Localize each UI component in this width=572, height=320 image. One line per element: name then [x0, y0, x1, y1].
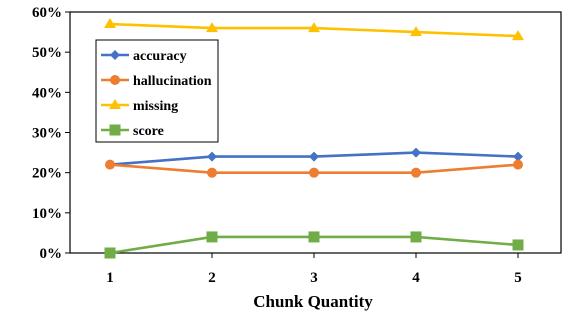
series-hallucination: [105, 159, 523, 178]
y-tick-label: 30%: [32, 126, 62, 142]
y-axis: 0% 10% 20% 30% 40% 50% 60%: [32, 5, 70, 262]
y-tick-label: 0%: [40, 246, 63, 262]
legend-label: score: [133, 124, 164, 139]
series-score: [104, 231, 524, 259]
legend-item-hallucination: hallucination: [101, 74, 212, 89]
y-tick-label: 50%: [32, 45, 62, 61]
data-point-missing: [104, 18, 116, 29]
y-tick-label: 10%: [32, 206, 62, 222]
y-tick-label: 60%: [32, 5, 62, 21]
data-point-score: [410, 231, 422, 243]
x-axis: 1 2 3 4 5: [106, 253, 522, 286]
x-axis-title: Chunk Quantity: [253, 292, 373, 311]
legend-swatch-marker: [109, 99, 121, 109]
data-point-hallucination: [309, 167, 319, 178]
y-tick-label: 20%: [32, 166, 62, 182]
series-layer: [104, 18, 524, 259]
legend-swatch-marker: [110, 50, 120, 60]
legend-swatch-marker: [110, 75, 120, 85]
legend-label: missing: [133, 99, 178, 114]
legend-item-accuracy: accuracy: [101, 49, 187, 64]
data-point-missing: [410, 26, 422, 37]
legend-label: accuracy: [133, 49, 187, 64]
legend-item-missing: missing: [101, 99, 178, 114]
series-accuracy: [105, 147, 523, 170]
data-point-accuracy: [207, 151, 217, 162]
data-point-missing: [512, 30, 524, 41]
legend-label: hallucination: [133, 74, 212, 89]
data-point-hallucination: [105, 159, 115, 170]
x-tick-label: 3: [310, 270, 318, 286]
data-point-accuracy: [513, 151, 523, 162]
x-tick-label: 4: [412, 270, 420, 286]
x-tick-label: 5: [514, 270, 522, 286]
legend: accuracy hallucination missing score: [95, 39, 219, 143]
data-point-missing: [206, 22, 218, 33]
legend-item-score: score: [101, 124, 164, 139]
data-point-accuracy: [309, 151, 319, 162]
data-point-missing: [308, 22, 320, 33]
x-tick-label: 1: [106, 270, 114, 286]
data-point-score: [104, 247, 116, 259]
data-point-hallucination: [207, 167, 217, 178]
data-point-hallucination: [513, 159, 523, 170]
y-tick-label: 40%: [32, 85, 62, 101]
data-point-hallucination: [411, 167, 421, 178]
legend-swatch-marker: [109, 124, 121, 136]
data-point-score: [512, 239, 524, 251]
data-point-score: [308, 231, 320, 243]
data-point-score: [206, 231, 218, 243]
data-point-accuracy: [411, 147, 421, 158]
series-missing: [104, 18, 524, 41]
x-tick-label: 2: [208, 270, 216, 286]
